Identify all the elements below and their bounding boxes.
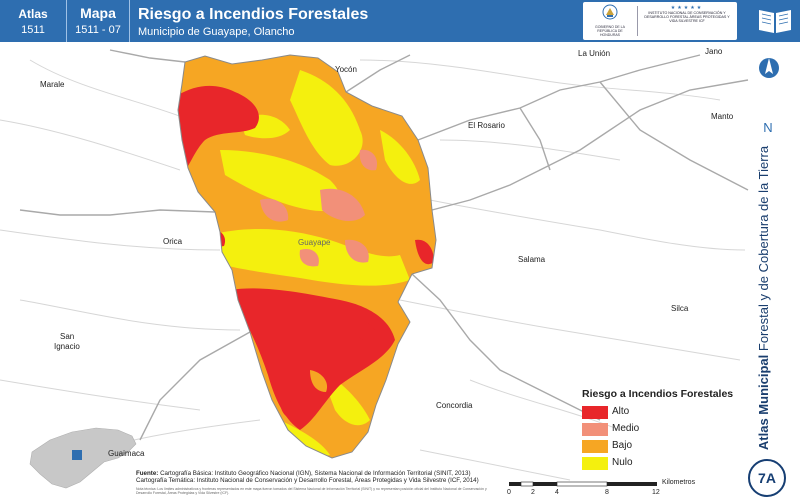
right-sidebar: N Atlas Municipal Forestal y de Cobertur…	[750, 42, 800, 500]
scale-bar-graphic	[509, 481, 657, 487]
atlas-vertical-title-rest: Forestal y de Cobertura de la Tierra	[756, 145, 771, 355]
place-label: Salama	[518, 255, 546, 264]
place-label: Silca	[671, 304, 689, 313]
icf-logo: ★★★★★ INSTITUTO NACIONAL DE CONSERVACIÓN…	[641, 5, 733, 24]
mapa-label: Mapa	[80, 5, 116, 21]
legend-swatch	[582, 423, 608, 436]
legend-swatch	[582, 457, 608, 470]
legend-title: Riesgo a Incendios Forestales	[582, 388, 734, 400]
place-label: Jano	[705, 47, 723, 56]
stars-icon: ★★★★★	[670, 5, 704, 11]
scale-tick: 4	[555, 489, 559, 496]
scale-tick: 2	[531, 489, 535, 496]
place-label: La Unión	[578, 49, 611, 58]
title-cell: Riesgo a Incendios Forestales Municipio …	[138, 0, 568, 42]
technical-note: Nota técnica: Los límites administrativo…	[136, 487, 487, 495]
legend-swatch	[582, 440, 608, 453]
scale-unit: Kilometros	[662, 479, 696, 486]
atlas-book-button[interactable]	[750, 0, 800, 42]
legend-label: Bajo	[612, 440, 633, 451]
place-label: Ignacio	[54, 342, 80, 351]
north-arrow-icon	[759, 58, 779, 78]
coat-of-arms-icon	[602, 4, 618, 20]
scale-tick: 0	[507, 489, 511, 496]
government-logo-text: GOBIERNO DE LA REPÚBLICA DE HONDURAS	[595, 25, 625, 37]
place-label: Marale	[40, 80, 65, 89]
road-network	[0, 59, 746, 481]
place-label: San	[60, 332, 75, 341]
legend-swatch	[582, 406, 608, 419]
atlas-number-cell: Atlas 1511	[0, 0, 67, 42]
legend-label: Medio	[612, 423, 640, 434]
legend-item: Bajo	[582, 438, 752, 455]
north-label: N	[763, 120, 773, 135]
map-sources: Fuente: Cartografía Básica: Instituto Ge…	[136, 470, 506, 485]
place-label: El Rosario	[468, 121, 505, 130]
municipality-boundary	[177, 54, 437, 459]
legend-item: Medio	[582, 421, 752, 438]
sources-line-2: Cartografía Temática: Instituto Nacional…	[136, 477, 479, 485]
legend-item: Alto	[582, 404, 752, 421]
scale-bar: 0 2 4 8 12 Kilometros	[505, 479, 696, 500]
place-label: Guaimaca	[108, 449, 145, 458]
legend-label: Alto	[612, 406, 630, 417]
sources-label: Fuente:	[136, 470, 159, 477]
institution-logos: GOBIERNO DE LA REPÚBLICA DE HONDURAS ★★★…	[583, 2, 737, 40]
mapa-number: 1511 - 07	[75, 24, 121, 36]
map-title: Riesgo a Incendios Forestales	[138, 6, 369, 23]
atlas-number: 1511	[21, 24, 45, 36]
place-label: Guayape	[298, 238, 331, 247]
map-subtitle: Municipio de Guayape, Olancho	[138, 26, 295, 38]
map-canvas[interactable]	[0, 42, 750, 500]
admin-boundaries	[19, 49, 749, 441]
place-label: Manto	[711, 112, 734, 121]
place-label: Concordia	[436, 401, 473, 410]
place-label: Yocón	[335, 65, 357, 74]
open-book-icon	[759, 10, 791, 33]
sources-line-1: Cartografía Básica: Instituto Geográfico…	[160, 470, 471, 477]
government-logo: GOBIERNO DE LA REPÚBLICA DE HONDURAS	[587, 4, 633, 37]
legend-label: Nulo	[612, 457, 633, 468]
fire-risk-layer	[178, 55, 436, 458]
map-number-cell: Mapa 1511 - 07	[67, 0, 130, 42]
map-header: Atlas 1511 Mapa 1511 - 07 Riesgo a Incen…	[0, 0, 750, 42]
logo-divider	[637, 6, 638, 36]
icf-logo-text: INSTITUTO NACIONAL DE CONSERVACIÓN Y DES…	[644, 11, 730, 24]
honduras-locator-inset	[29, 427, 137, 489]
scale-tick: 12	[652, 489, 660, 496]
atlas-vertical-title-bold: Atlas Municipal	[756, 354, 771, 451]
scale-tick: 8	[605, 489, 609, 496]
map-legend: Riesgo a Incendios Forestales Alto Medio B…	[582, 388, 752, 472]
legend-item: Nulo	[582, 455, 752, 472]
atlas-vertical-title: Atlas Municipal Forestal y de Cobertura …	[756, 128, 776, 468]
atlas-label: Atlas	[18, 7, 48, 21]
map-code-badge: 7A	[748, 459, 786, 497]
place-label: Orica	[163, 237, 183, 246]
